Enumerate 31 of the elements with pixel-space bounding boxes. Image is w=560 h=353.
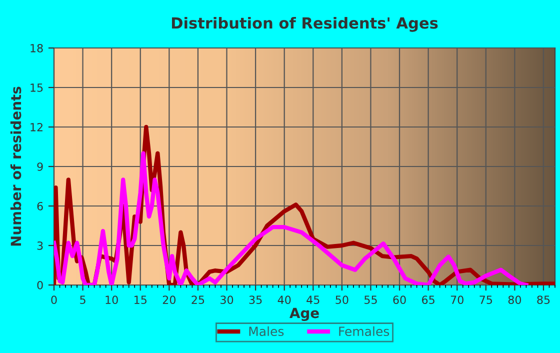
- y-tick-label: 6: [37, 202, 43, 210]
- line-series: [54, 151, 528, 285]
- y-tick-label: 0: [37, 280, 43, 290]
- legend-label: Males: [249, 326, 284, 336]
- y-tick-label: 9: [37, 162, 43, 171]
- legend-label: Females: [339, 326, 390, 336]
- x-tick-label: 25: [192, 296, 204, 304]
- y-tick-label: 15: [30, 84, 43, 92]
- x-tick-label: 20: [162, 296, 176, 304]
- x-axis-title: Age: [290, 308, 319, 321]
- x-tick-label: 15: [134, 296, 146, 304]
- x-tick-label: 80: [508, 296, 522, 304]
- x-tick-label: 50: [336, 296, 348, 304]
- x-tick-label: 60: [393, 296, 406, 304]
- x-tick-label: 40: [278, 296, 291, 304]
- x-tick-label: 70: [450, 296, 464, 304]
- x-tick-label: 55: [364, 296, 377, 304]
- x-tick-label: 85: [537, 296, 550, 304]
- y-tick-label: 3: [37, 241, 43, 250]
- x-tick-label: 10: [106, 296, 118, 304]
- x-tick-label: 35: [249, 296, 262, 304]
- y-tick-label: 12: [30, 122, 42, 132]
- x-tick-label: 75: [480, 296, 492, 304]
- y-axis-title: Number of residents: [10, 86, 22, 246]
- y-tick-label: 18: [30, 44, 43, 52]
- x-tick-label: 5: [80, 296, 86, 304]
- x-tick-label: 45: [306, 296, 320, 304]
- x-tick-label: 65: [422, 296, 434, 304]
- chart-title: Distribution of Residents' Ages: [172, 16, 438, 32]
- x-tick-label: 30: [220, 296, 234, 304]
- x-tick-label: 0: [51, 296, 57, 304]
